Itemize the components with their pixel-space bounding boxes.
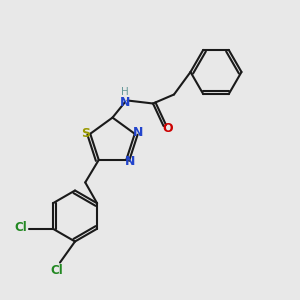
Text: N: N (133, 126, 143, 139)
Text: N: N (120, 95, 130, 109)
Text: S: S (81, 127, 90, 140)
Text: O: O (163, 122, 173, 136)
Text: Cl: Cl (51, 264, 63, 278)
Text: N: N (125, 155, 135, 168)
Text: H: H (121, 87, 129, 97)
Text: Cl: Cl (14, 221, 27, 234)
